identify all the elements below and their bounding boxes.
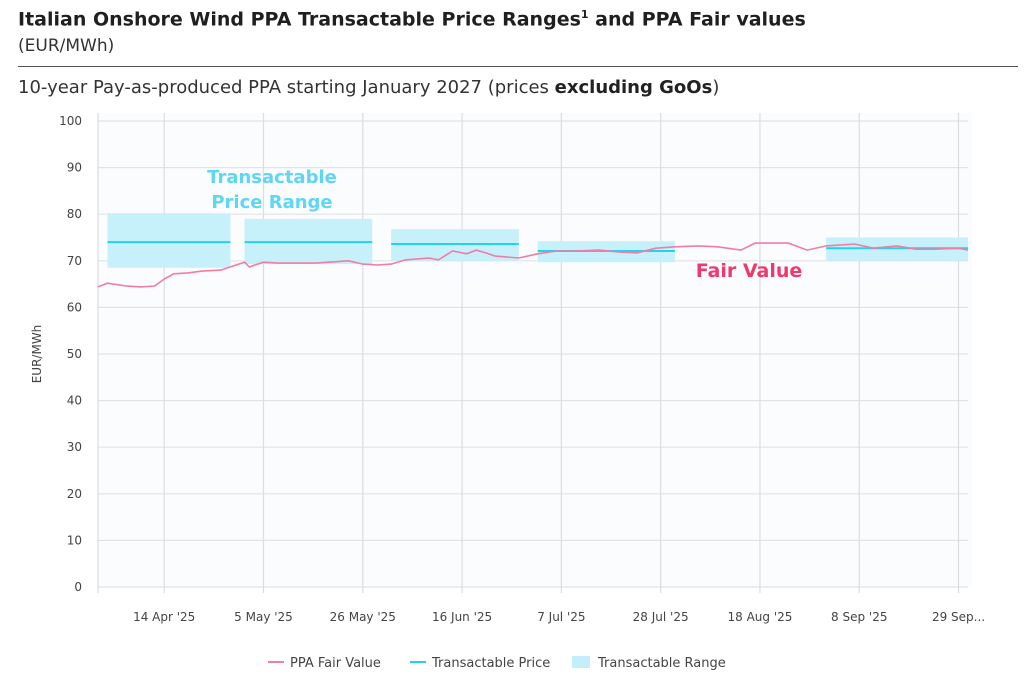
x-tick-label: 7 Jul '25 bbox=[537, 610, 585, 624]
legend-range-label: Transactable Range bbox=[597, 656, 726, 671]
x-tick-label: 16 Jun '25 bbox=[432, 610, 492, 624]
y-tick-label: 10 bbox=[67, 533, 82, 547]
x-tick-label: 5 May '25 bbox=[234, 610, 293, 624]
annotation-range-line2: Price Range bbox=[211, 192, 332, 213]
y-axis-label: EUR/MWh bbox=[30, 325, 44, 384]
legend-price-label: Transactable Price bbox=[431, 656, 550, 671]
x-tick-label: 29 Sep... bbox=[932, 610, 985, 624]
footnote-marker: 1 bbox=[580, 8, 589, 21]
annotation-range-line1: Transactable bbox=[207, 167, 337, 188]
chart-title: Italian Onshore Wind PPA Transactable Pr… bbox=[18, 8, 806, 30]
y-tick-label: 100 bbox=[59, 114, 82, 128]
x-tick-label: 18 Aug '25 bbox=[728, 610, 793, 624]
unit-label: (EUR/MWh) bbox=[18, 36, 115, 56]
annotation-fair-value: Fair Value bbox=[696, 260, 803, 282]
fair-value-line bbox=[97, 242, 969, 288]
legend-fair-value-label: PPA Fair Value bbox=[290, 656, 381, 671]
transactable-range-box bbox=[107, 213, 231, 268]
plot-background bbox=[98, 113, 972, 587]
x-tick-label: 26 May '25 bbox=[330, 610, 396, 624]
y-tick-label: 70 bbox=[67, 254, 82, 268]
title-suffix: and PPA Fair values bbox=[588, 8, 806, 31]
y-tick-label: 90 bbox=[67, 161, 82, 175]
x-tick-label: 28 Jul '25 bbox=[633, 610, 689, 624]
subtitle: 10-year Pay-as-produced PPA starting Jan… bbox=[18, 77, 719, 98]
y-tick-label: 30 bbox=[67, 440, 82, 454]
y-tick-label: 40 bbox=[67, 394, 82, 408]
y-tick-label: 50 bbox=[67, 347, 82, 361]
title-text: Italian Onshore Wind PPA Transactable Pr… bbox=[18, 8, 581, 31]
y-tick-label: 20 bbox=[67, 487, 82, 501]
divider bbox=[18, 66, 1018, 67]
y-tick-label: 0 bbox=[74, 580, 82, 594]
y-tick-label: 60 bbox=[67, 300, 82, 314]
subtitle-prefix: 10-year Pay-as-produced PPA starting Jan… bbox=[18, 77, 555, 98]
subtitle-suffix: ) bbox=[712, 77, 720, 98]
y-tick-label: 80 bbox=[67, 207, 82, 221]
subtitle-bold: excluding GoOs bbox=[554, 77, 713, 98]
legend-range-swatch bbox=[572, 656, 590, 668]
x-tick-label: 8 Sep '25 bbox=[831, 610, 887, 624]
x-tick-label: 14 Apr '25 bbox=[133, 610, 195, 624]
